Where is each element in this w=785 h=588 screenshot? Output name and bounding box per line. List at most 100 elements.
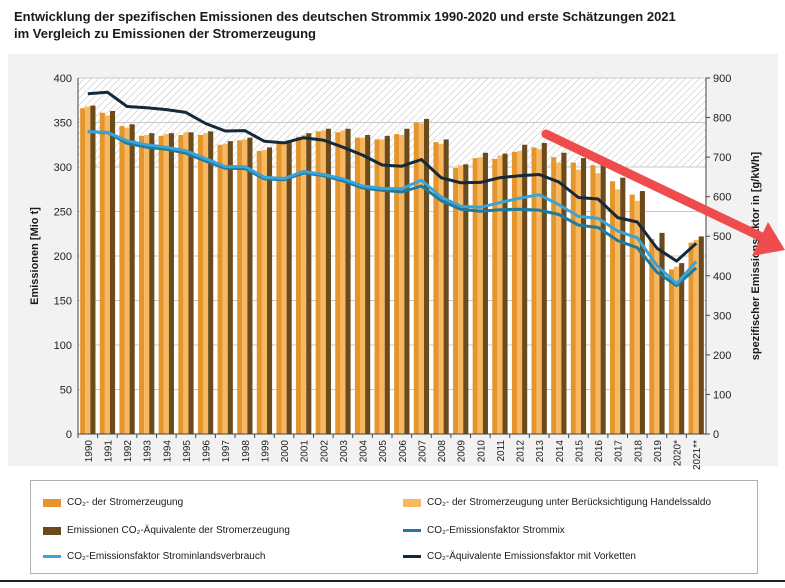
bar-co2 [99,112,105,435]
bar-co2 [590,165,596,434]
bar-co2_trade [360,137,366,434]
y-tick-label: 200 [54,251,72,263]
bar-co2 [433,142,439,434]
bar-co2 [139,135,145,434]
legend-label-co2: CO₂- der Stromerzeugung [67,497,184,508]
bar-co2_trade [144,134,150,434]
y2-tick-label: 200 [713,350,731,362]
bar-co2_trade [340,130,346,434]
x-tick-label: 1995 [182,440,193,463]
bar-co2_trade [654,248,660,434]
bar-co2_trade [301,134,307,434]
x-tick-label: 2001 [300,440,311,463]
legend-swatch-factor-inland [43,555,61,558]
trend-arrow-head [752,222,785,256]
legend-swatch-co2 [43,498,61,507]
bar-co2eq [208,131,214,434]
bar-co2_trade [379,139,385,434]
x-tick-label: 2018 [633,440,644,463]
legend-swatch-co2eq [43,526,61,535]
bar-co2eq [325,128,331,435]
x-tick-label: 1998 [241,440,252,463]
bar-co2_trade [261,150,267,434]
y-tick-label: 300 [54,162,72,174]
legend-label-factor-inland: CO₂-Emissionsfaktor Strominlandsverbrauc… [67,551,266,562]
bar-co2eq [286,140,292,435]
legend-swatch-factor-chain [403,555,421,558]
legend-item-co2: CO₂- der Stromerzeugung [43,497,183,508]
bar-co2 [80,108,86,434]
bar-co2eq [522,144,528,434]
bar-co2 [472,158,478,434]
line-factor_inland [87,130,698,286]
bar-co2eq [580,158,587,434]
bar-co2 [158,135,164,434]
bar-co2eq [345,128,351,435]
x-tick-label: 1992 [123,440,134,463]
bar-co2_trade [242,139,248,434]
bar-co2 [531,147,537,435]
legend-item-factor-inland: CO₂-Emissionsfaktor Strominlandsverbrauc… [43,551,265,562]
bar-co2_trade [536,149,542,434]
x-tick-label: 2020* [673,440,684,466]
legend-label-co2eq: Emissionen CO₂-Äquivalente der Stromerze… [67,525,290,536]
y2-tick-label: 800 [713,113,731,125]
bar-co2 [119,126,125,434]
bar-co2 [256,150,262,435]
x-tick-label: 2004 [359,440,370,463]
x-tick-label: 2021** [692,440,703,470]
x-tick-label: 1994 [162,440,173,463]
bar-co2_trade [497,155,503,434]
x-tick-label: 2011 [496,440,507,462]
bar-co2eq [423,118,430,434]
x-tick-label: 1990 [84,440,95,463]
bar-co2_trade [399,134,405,434]
x-tick-label: 2016 [594,440,605,463]
y2-tick-label: 100 [713,389,731,401]
bottom-rule [0,580,785,582]
x-tick-label: 2006 [398,440,409,463]
bar-co2 [374,139,380,434]
line-factor_chain [87,90,698,263]
legend-item-factor-chain: CO₂-Äquivalente Emissionsfaktor mit Vork… [403,551,636,562]
bar-co2 [570,162,576,435]
bar-co2 [629,194,635,434]
bar-co2_trade [222,143,228,435]
y2-axis-title: spezifischer Emissionsfaktor in [g/kWh] [750,151,762,360]
legend-item-factor-mix: CO₂-Emissionsfaktor Strommix [403,525,565,536]
y2-tick-label: 600 [713,192,731,204]
x-tick-label: 2003 [339,440,350,463]
bar-co2eq [679,263,685,434]
bar-co2_trade [458,165,464,434]
bar-co2 [335,132,341,435]
y-tick-label: 400 [54,73,72,85]
bar-co2 [217,144,223,434]
bar-co2eq [384,135,390,434]
line-factor_mix [87,130,698,288]
bar-co2eq [698,236,704,434]
bar-co2_trade [85,106,91,434]
x-tick-label: 1999 [260,440,271,463]
bar-co2_trade [674,266,680,434]
bar-co2eq [541,142,547,434]
bar-co2_trade [634,200,640,434]
bar-co2_trade [556,162,562,435]
legend-label-factor-mix: CO₂-Emissionsfaktor Strommix [427,525,565,536]
y-tick-label: 150 [54,296,72,308]
x-tick-label: 2000 [280,440,291,463]
bar-co2eq [188,132,194,435]
x-tick-label: 2012 [516,440,527,463]
y2-tick-label: 400 [713,271,731,283]
bar-co2eq [639,191,645,434]
bar-co2_trade [281,142,287,434]
x-tick-label: 1997 [221,440,232,463]
bar-co2 [296,136,302,435]
bar-co2eq [90,105,96,434]
bar-co2_trade [693,239,699,434]
title-line-1: Entwicklung der spezifischen Emissionen … [14,9,676,24]
y-tick-label: 250 [54,207,72,219]
bar-co2 [354,137,361,434]
bar-co2_trade [320,130,326,434]
x-tick-label: 2010 [476,440,487,463]
x-tick-label: 2015 [574,440,585,463]
